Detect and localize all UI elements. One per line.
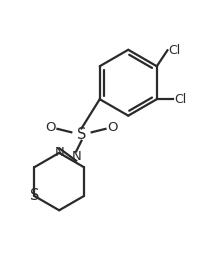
Text: N: N bbox=[54, 146, 64, 159]
Text: Cl: Cl bbox=[174, 93, 186, 106]
Text: S: S bbox=[77, 127, 86, 142]
Text: O: O bbox=[45, 121, 56, 134]
Text: O: O bbox=[107, 121, 117, 134]
Text: S: S bbox=[30, 189, 39, 203]
Text: N: N bbox=[71, 150, 81, 163]
Text: Cl: Cl bbox=[168, 44, 181, 57]
